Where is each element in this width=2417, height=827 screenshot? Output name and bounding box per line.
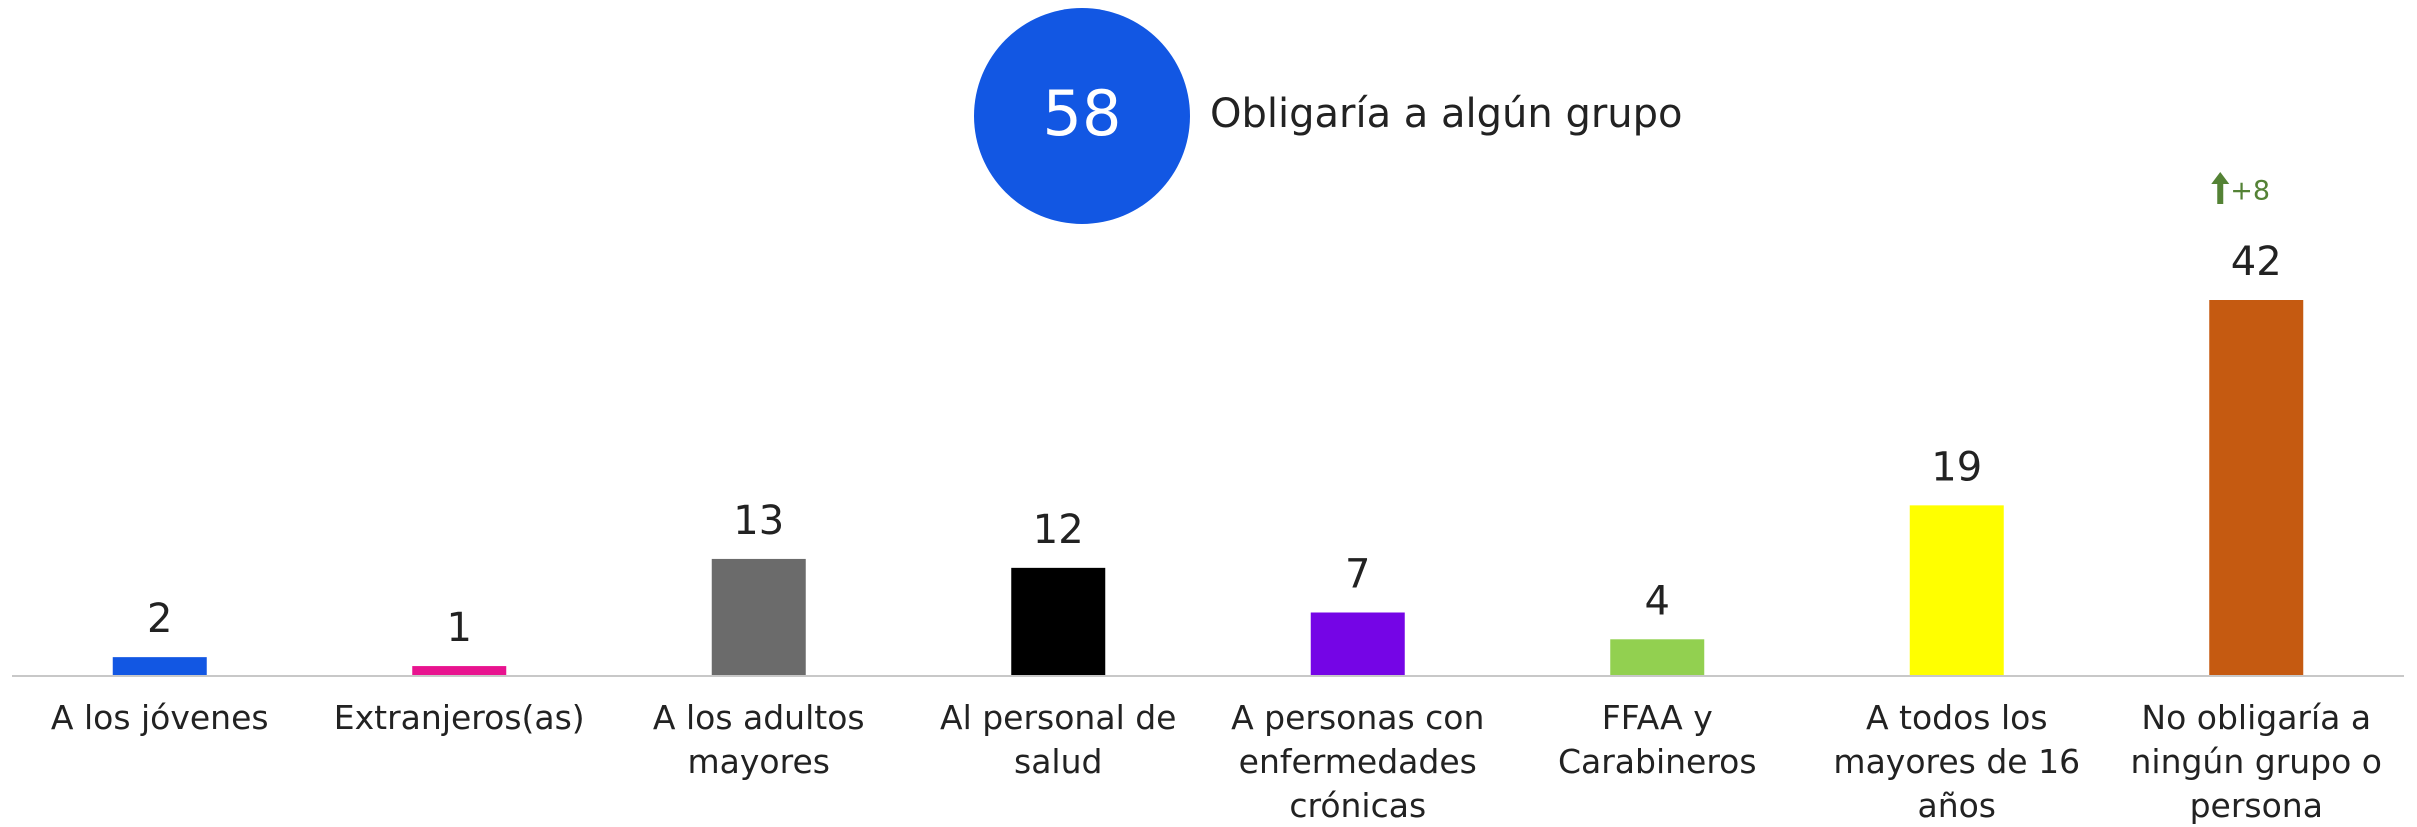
highlight-label: Obligaría a algún grupo <box>1210 91 1683 137</box>
bar <box>2209 300 2304 675</box>
highlight-value: 58 <box>1043 77 1122 150</box>
highlight-circle <box>974 8 1190 224</box>
bar <box>1610 639 1705 675</box>
category-label: A personas con enfermedades crónicas <box>1231 698 1485 825</box>
bar <box>711 558 806 675</box>
data-label: 42 <box>2231 239 2282 285</box>
data-label: 12 <box>1033 507 1084 553</box>
bar <box>112 657 207 675</box>
bar <box>412 666 507 675</box>
category-label: A los adultos mayores <box>652 698 865 781</box>
data-label: 4 <box>1645 578 1670 624</box>
bar <box>1011 567 1106 675</box>
bar <box>1310 612 1405 675</box>
bar <box>1909 505 2004 675</box>
data-label: 2 <box>147 596 172 642</box>
arrow-icon <box>2211 172 2230 204</box>
data-label: 1 <box>447 605 472 651</box>
category-label: Extranjeros(as) <box>333 698 585 737</box>
category-label: No obligaría a ningún grupo o persona <box>2130 698 2382 825</box>
category-label: FFAA y Carabineros <box>1557 698 1757 781</box>
data-label: 19 <box>1931 444 1982 490</box>
annotation: +8 <box>2230 176 2270 207</box>
data-label: 7 <box>1345 552 1370 598</box>
category-label: A todos los mayores de 16 años <box>1833 698 2081 825</box>
data-label: 13 <box>733 498 784 544</box>
category-label: A los jóvenes <box>50 698 269 737</box>
category-label: Al personal de salud <box>940 698 1177 781</box>
